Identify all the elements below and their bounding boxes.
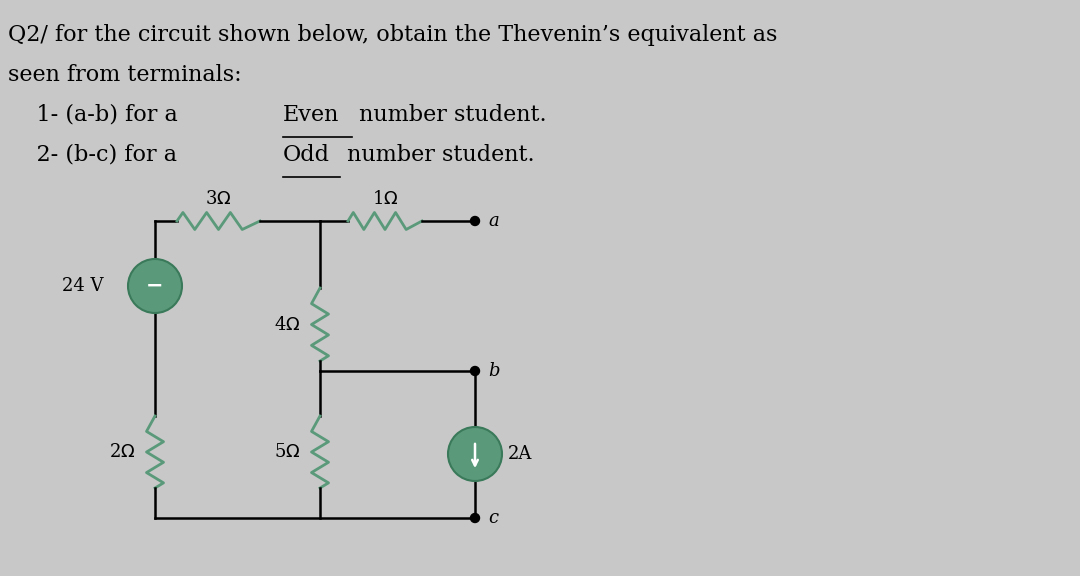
- Text: a: a: [488, 212, 499, 230]
- Text: Even: Even: [283, 104, 339, 126]
- Text: 24 V: 24 V: [62, 277, 103, 295]
- Circle shape: [471, 366, 480, 376]
- Text: b: b: [488, 362, 499, 380]
- Text: 2- (b-c) for a: 2- (b-c) for a: [8, 144, 184, 166]
- Circle shape: [448, 427, 502, 481]
- Text: 2$\Omega$: 2$\Omega$: [109, 443, 135, 461]
- Text: Odd: Odd: [283, 144, 330, 166]
- Circle shape: [129, 259, 183, 313]
- Circle shape: [471, 217, 480, 225]
- Text: 1- (a-b) for a: 1- (a-b) for a: [8, 104, 185, 126]
- Text: 1$\Omega$: 1$\Omega$: [372, 190, 399, 208]
- Text: number student.: number student.: [340, 144, 535, 166]
- Text: seen from terminals:: seen from terminals:: [8, 64, 242, 86]
- Text: −: −: [146, 276, 164, 296]
- Text: 2A: 2A: [508, 445, 532, 463]
- Text: 5$\Omega$: 5$\Omega$: [273, 443, 300, 461]
- Text: 4$\Omega$: 4$\Omega$: [273, 316, 300, 334]
- Text: Q2/ for the circuit shown below, obtain the Thevenin’s equivalent as: Q2/ for the circuit shown below, obtain …: [8, 24, 778, 46]
- Text: number student.: number student.: [352, 104, 546, 126]
- Circle shape: [471, 513, 480, 522]
- Text: c: c: [488, 509, 498, 527]
- Text: 3$\Omega$: 3$\Omega$: [205, 190, 232, 208]
